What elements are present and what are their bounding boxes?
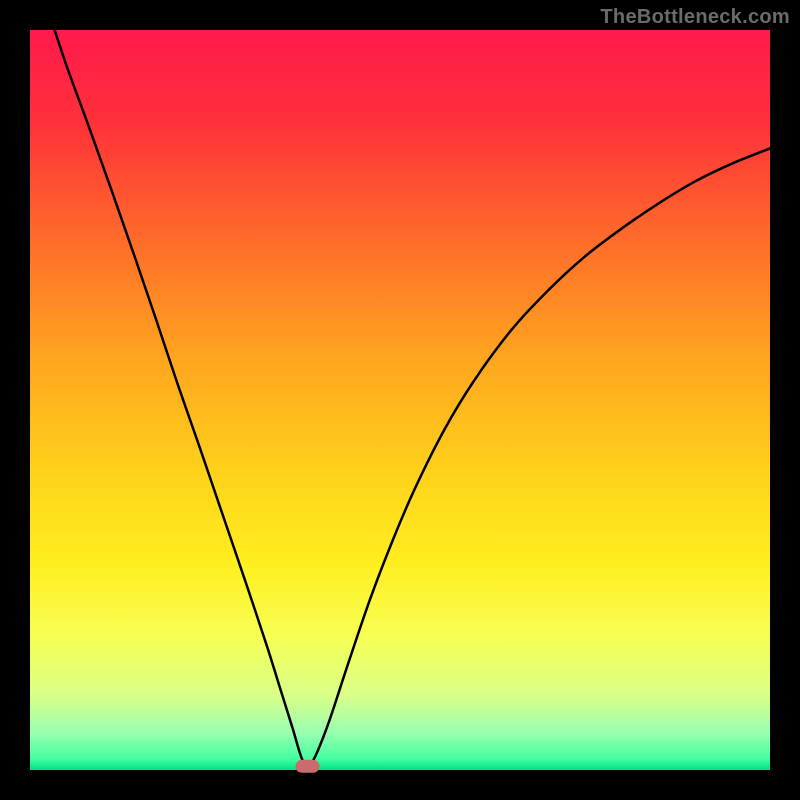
- watermark-label: TheBottleneck.com: [600, 6, 790, 29]
- optimum-marker: [296, 760, 320, 773]
- chart-svg: [0, 0, 800, 800]
- chart-background: [30, 30, 770, 770]
- bottleneck-chart: TheBottleneck.com: [0, 0, 800, 800]
